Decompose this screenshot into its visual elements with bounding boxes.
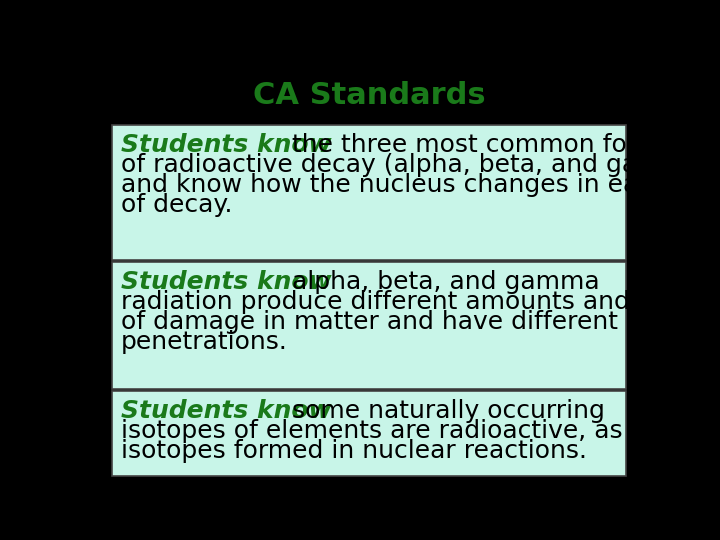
FancyBboxPatch shape [112,125,626,260]
Text: Students know: Students know [121,133,331,157]
Text: some naturally occurring: some naturally occurring [284,399,605,423]
Text: Students know: Students know [121,399,331,423]
Text: of radioactive decay (alpha, beta, and gamma): of radioactive decay (alpha, beta, and g… [121,153,711,177]
Text: alpha, beta, and gamma: alpha, beta, and gamma [284,270,600,294]
Text: radiation produce different amounts and kinds: radiation produce different amounts and … [121,290,704,314]
Text: of damage in matter and have different: of damage in matter and have different [121,310,618,334]
Text: Students know: Students know [121,270,331,294]
Text: the three most common forms: the three most common forms [284,133,674,157]
Text: isotopes of elements are radioactive, as are: isotopes of elements are radioactive, as… [121,419,671,443]
Text: isotopes formed in nuclear reactions.: isotopes formed in nuclear reactions. [121,439,587,463]
FancyBboxPatch shape [112,262,626,389]
FancyBboxPatch shape [112,391,626,476]
Text: and know how the nucleus changes in each type: and know how the nucleus changes in each… [121,173,720,197]
Text: CA Standards: CA Standards [253,82,485,111]
Text: penetrations.: penetrations. [121,330,287,354]
Text: of decay.: of decay. [121,193,232,217]
